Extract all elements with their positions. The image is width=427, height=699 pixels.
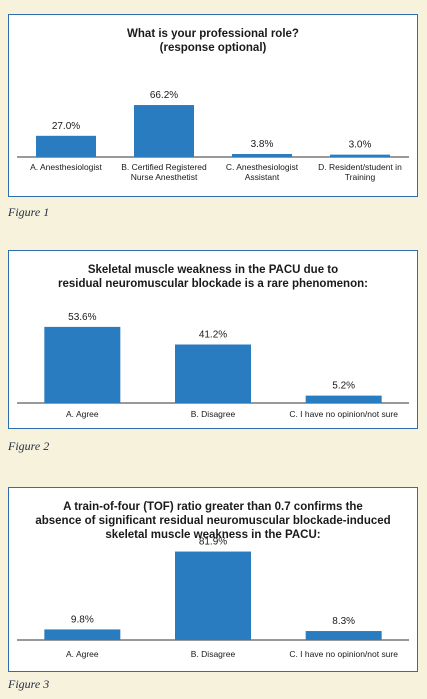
category-label: Nurse Anesthetist bbox=[131, 172, 198, 182]
chart-title-line: skeletal muscle weakness in the PACU: bbox=[105, 529, 320, 541]
category-label: Training bbox=[345, 172, 376, 182]
category-label: Assistant bbox=[245, 172, 280, 182]
bar-value-label: 3.0% bbox=[349, 140, 372, 151]
chart-title-line: A train-of-four (TOF) ratio greater than… bbox=[63, 501, 363, 513]
bar-value-label: 66.2% bbox=[150, 90, 178, 101]
bar bbox=[232, 154, 292, 157]
figure-2-panel: Skeletal muscle weakness in the PACU due… bbox=[8, 250, 418, 429]
chart-1-svg: What is your professional role? (response… bbox=[17, 28, 409, 182]
category-label: B. Disagree bbox=[191, 649, 236, 659]
bar bbox=[305, 631, 382, 640]
bar bbox=[134, 105, 194, 157]
category-label: A. Agree bbox=[66, 649, 99, 659]
bar bbox=[175, 344, 251, 403]
figure-1-caption: Figure 1 bbox=[8, 205, 50, 219]
figure-1-panel: What is your professional role? (response… bbox=[8, 14, 418, 197]
category-label: A. Agree bbox=[66, 409, 99, 419]
bar bbox=[330, 154, 390, 157]
category-label: C. I have no opinion/not sure bbox=[289, 409, 398, 419]
figure-3-caption: Figure 3 bbox=[8, 677, 50, 691]
bar-value-label: 5.2% bbox=[332, 381, 355, 392]
bar bbox=[36, 135, 96, 157]
category-label: A. Anesthesiologist bbox=[30, 162, 102, 172]
bar-value-label: 9.8% bbox=[71, 614, 94, 625]
bar-value-label: 3.8% bbox=[251, 139, 274, 150]
category-label: C. I have no opinion/not sure bbox=[289, 649, 398, 659]
bar-value-label: 53.6% bbox=[68, 312, 96, 323]
bar-value-label: 81.9% bbox=[199, 537, 227, 548]
bar bbox=[305, 395, 382, 403]
bar bbox=[44, 326, 121, 403]
category-label: D. Resident/student in bbox=[318, 162, 402, 172]
bar bbox=[44, 629, 121, 640]
chart-2-svg: Skeletal muscle weakness in the PACU due… bbox=[17, 264, 409, 419]
chart-title-line: residual neuromuscular blockade is a rar… bbox=[58, 278, 368, 290]
category-label: B. Disagree bbox=[191, 409, 236, 419]
bar-value-label: 27.0% bbox=[52, 121, 80, 132]
figure-2-caption: Figure 2 bbox=[8, 439, 50, 453]
chart-title-line: Skeletal muscle weakness in the PACU due… bbox=[88, 264, 338, 276]
bar-value-label: 41.2% bbox=[199, 329, 227, 340]
category-label: B. Certified Registered bbox=[121, 162, 207, 172]
chart-title-line: What is your professional role? bbox=[127, 28, 299, 40]
chart-3-svg: A train-of-four (TOF) ratio greater than… bbox=[17, 501, 409, 659]
chart-title-line: absence of significant residual neuromus… bbox=[35, 515, 390, 527]
bar-value-label: 8.3% bbox=[332, 616, 355, 627]
chart-title-line: (response optional) bbox=[160, 42, 267, 54]
figure-3-panel: A train-of-four (TOF) ratio greater than… bbox=[8, 487, 418, 672]
bar bbox=[175, 551, 251, 640]
category-label: C. Anesthesiologist bbox=[226, 162, 299, 172]
